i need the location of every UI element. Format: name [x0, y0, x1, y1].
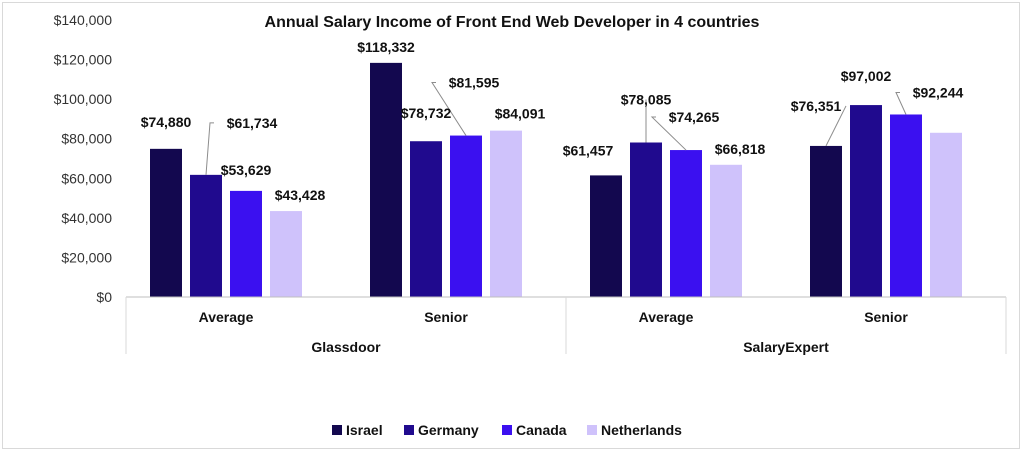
bar-canada-1 — [450, 135, 482, 297]
leader-lines — [205, 82, 907, 175]
data-label: $81,595 — [449, 75, 500, 91]
data-label: $53,629 — [221, 162, 272, 178]
y-axis: $0 $20,000 $40,000 $60,000 $80,000 $100,000 $1… — [54, 12, 113, 305]
y-tick-label: $60,000 — [61, 170, 112, 186]
leader-line — [431, 82, 467, 136]
leader-line — [895, 91, 907, 115]
bar-canada-3 — [890, 114, 922, 298]
legend-swatch-germany — [404, 425, 414, 435]
y-tick-label: $140,000 — [54, 12, 113, 28]
data-label: $92,244 — [913, 84, 964, 100]
data-label: $118,332 — [357, 39, 415, 55]
group-label: Glassdoor — [311, 339, 381, 355]
bar-germany-3 — [850, 105, 882, 297]
bars — [150, 62, 962, 298]
data-labels: $74,880 $118,332 $61,457 $76,351 $61,734 $78,… — [141, 39, 964, 203]
bar-israel-3 — [810, 145, 842, 297]
data-label: $78,085 — [621, 92, 672, 108]
data-label: $74,265 — [669, 109, 720, 125]
bar-israel-1 — [370, 62, 402, 297]
y-tick-label: $100,000 — [54, 91, 113, 107]
bar-germany-2 — [630, 142, 662, 297]
y-tick-label: $0 — [96, 289, 112, 305]
bar-israel-2 — [590, 175, 622, 297]
data-label: $84,091 — [495, 106, 546, 122]
bar-germany-0 — [190, 174, 222, 297]
data-label: $76,351 — [791, 98, 842, 114]
category-label: Senior — [864, 309, 908, 325]
y-tick-label: $120,000 — [54, 52, 113, 68]
leader-line — [205, 122, 214, 175]
data-label: $43,428 — [275, 187, 326, 203]
bar-netherlands-2 — [710, 164, 742, 297]
leader-line — [825, 105, 847, 147]
legend-label: Canada — [516, 422, 567, 438]
legend-swatch-canada — [502, 425, 512, 435]
y-tick-label: $80,000 — [61, 131, 112, 147]
bar-canada-2 — [670, 150, 702, 297]
category-label: Senior — [424, 309, 468, 325]
bar-netherlands-1 — [490, 130, 522, 297]
chart-title: Annual Salary Income of Front End Web De… — [265, 14, 760, 31]
data-label: $61,457 — [563, 142, 614, 158]
bar-canada-0 — [230, 190, 262, 297]
bar-germany-1 — [410, 141, 442, 297]
bar-israel-0 — [150, 148, 182, 297]
x-axis: Average Senior Average Senior Glassdoor Salar… — [125, 296, 1007, 355]
y-tick-label: $40,000 — [61, 210, 112, 226]
legend-label: Netherlands — [601, 422, 682, 438]
data-label: $61,734 — [227, 115, 278, 131]
bar-netherlands-0 — [270, 211, 302, 297]
data-label: $66,818 — [715, 141, 766, 157]
data-label: $97,002 — [841, 68, 892, 84]
data-label: $74,880 — [141, 114, 192, 130]
legend-label: Israel — [346, 422, 383, 438]
y-tick-label: $20,000 — [61, 249, 112, 265]
legend-swatch-netherlands — [587, 425, 597, 435]
group-label: SalaryExpert — [743, 339, 829, 355]
leader-line — [650, 116, 687, 151]
bar-netherlands-3 — [930, 132, 962, 297]
data-label: $78,732 — [401, 105, 452, 121]
category-label: Average — [639, 309, 694, 325]
legend: Israel Germany Canada Netherlands — [332, 422, 682, 438]
legend-swatch-israel — [332, 425, 342, 435]
legend-label: Germany — [418, 422, 479, 438]
category-label: Average — [199, 309, 254, 325]
